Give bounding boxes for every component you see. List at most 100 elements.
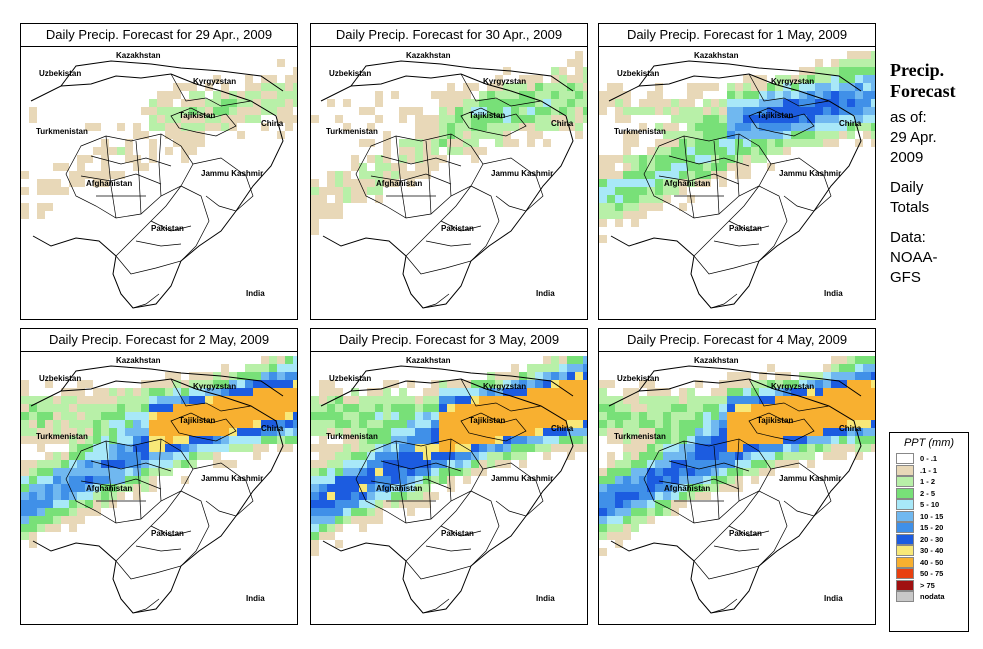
precip-cell: [117, 444, 125, 452]
precip-cell: [503, 107, 511, 115]
precip-cell: [261, 388, 269, 396]
precip-cell: [791, 99, 799, 107]
precip-cell: [285, 83, 293, 91]
precip-cell: [375, 195, 383, 203]
border-line: [150, 220, 192, 232]
precip-cell: [335, 195, 343, 203]
precip-cell: [575, 444, 583, 452]
precip-cell: [807, 436, 815, 444]
precip-cell: [759, 91, 767, 99]
precip-cell: [415, 107, 423, 115]
precip-cell: [463, 444, 471, 452]
precip-cell: [277, 404, 285, 412]
precip-cell: [735, 107, 743, 115]
precip-cell: [29, 404, 37, 412]
precip-cell: [639, 476, 647, 484]
border-line: [440, 220, 482, 232]
precip-cell: [463, 460, 471, 468]
legend-item: > 75: [896, 579, 968, 592]
precip-cell: [623, 428, 631, 436]
precip-cell: [567, 452, 575, 460]
precip-cell: [639, 380, 647, 388]
precip-cell: [399, 492, 407, 500]
precip-cell: [407, 171, 415, 179]
precip-cell: [367, 500, 375, 508]
precip-cell: [359, 396, 367, 404]
precip-cell: [727, 99, 735, 107]
precip-cell: [655, 195, 663, 203]
precip-cell: [415, 155, 423, 163]
precip-cell: [45, 452, 53, 460]
precip-cell: [663, 396, 671, 404]
precip-cell: [69, 412, 77, 420]
precip-cell: [767, 91, 775, 99]
precip-cell: [383, 171, 391, 179]
precip-cell: [285, 123, 293, 131]
precip-cell: [471, 115, 479, 123]
precip-cell: [327, 388, 335, 396]
precip-cell: [551, 123, 559, 131]
precip-cell: [679, 404, 687, 412]
precip-cell: [551, 436, 559, 444]
precip-cell: [391, 460, 399, 468]
precip-cell: [431, 468, 439, 476]
precip-cell: [679, 420, 687, 428]
precip-cell: [37, 396, 45, 404]
precip-cell: [399, 420, 407, 428]
precip-cell: [823, 380, 831, 388]
precip-cell: [639, 99, 647, 107]
precip-cell: [189, 428, 197, 436]
precip-cell: [77, 179, 85, 187]
precip-cell: [101, 155, 109, 163]
precip-cell: [157, 420, 165, 428]
precip-cell: [599, 155, 607, 163]
precip-cell: [759, 412, 767, 420]
precip-cell: [511, 404, 519, 412]
asof-date-line2: 2009: [890, 149, 924, 166]
precip-cell: [783, 428, 791, 436]
precip-cell: [37, 476, 45, 484]
precip-cell: [551, 107, 559, 115]
precip-cell: [21, 420, 29, 428]
precip-cell: [149, 420, 157, 428]
precip-cell: [615, 396, 623, 404]
precip-cell: [679, 476, 687, 484]
precip-cell: [807, 115, 815, 123]
precip-cell: [719, 147, 727, 155]
precip-cell: [615, 476, 623, 484]
precip-cell: [599, 492, 607, 500]
precip-cell: [687, 444, 695, 452]
precip-cell: [471, 444, 479, 452]
precip-cell: [767, 83, 775, 91]
precip-cell: [831, 396, 839, 404]
precip-cell: [61, 476, 69, 484]
precip-cell: [383, 476, 391, 484]
precip-cell: [237, 91, 245, 99]
precip-cell: [149, 155, 157, 163]
precip-cell: [85, 436, 93, 444]
precip-cell: [165, 107, 173, 115]
precip-cell: [751, 75, 759, 83]
precip-cell: [719, 99, 727, 107]
totals-line2: Totals: [890, 199, 930, 216]
precip-cell: [495, 372, 503, 380]
precip-cell: [839, 67, 847, 75]
precip-cell: [351, 484, 359, 492]
precip-cell: [277, 59, 285, 67]
precip-cell: [799, 115, 807, 123]
precip-cell: [607, 492, 615, 500]
precip-cell: [157, 91, 165, 99]
precip-cell: [343, 468, 351, 476]
precip-cell: [751, 388, 759, 396]
precip-cell: [703, 428, 711, 436]
precip-cell: [503, 380, 511, 388]
border-line: [80, 478, 162, 490]
precip-cell: [359, 476, 367, 484]
precip-cell: [831, 83, 839, 91]
precip-cell: [631, 139, 639, 147]
precip-cell: [551, 396, 559, 404]
map-label-turkmenistan: Turkmenistan: [326, 127, 378, 136]
precip-cell: [663, 179, 671, 187]
precip-cell: [61, 163, 69, 171]
precip-cell: [799, 420, 807, 428]
